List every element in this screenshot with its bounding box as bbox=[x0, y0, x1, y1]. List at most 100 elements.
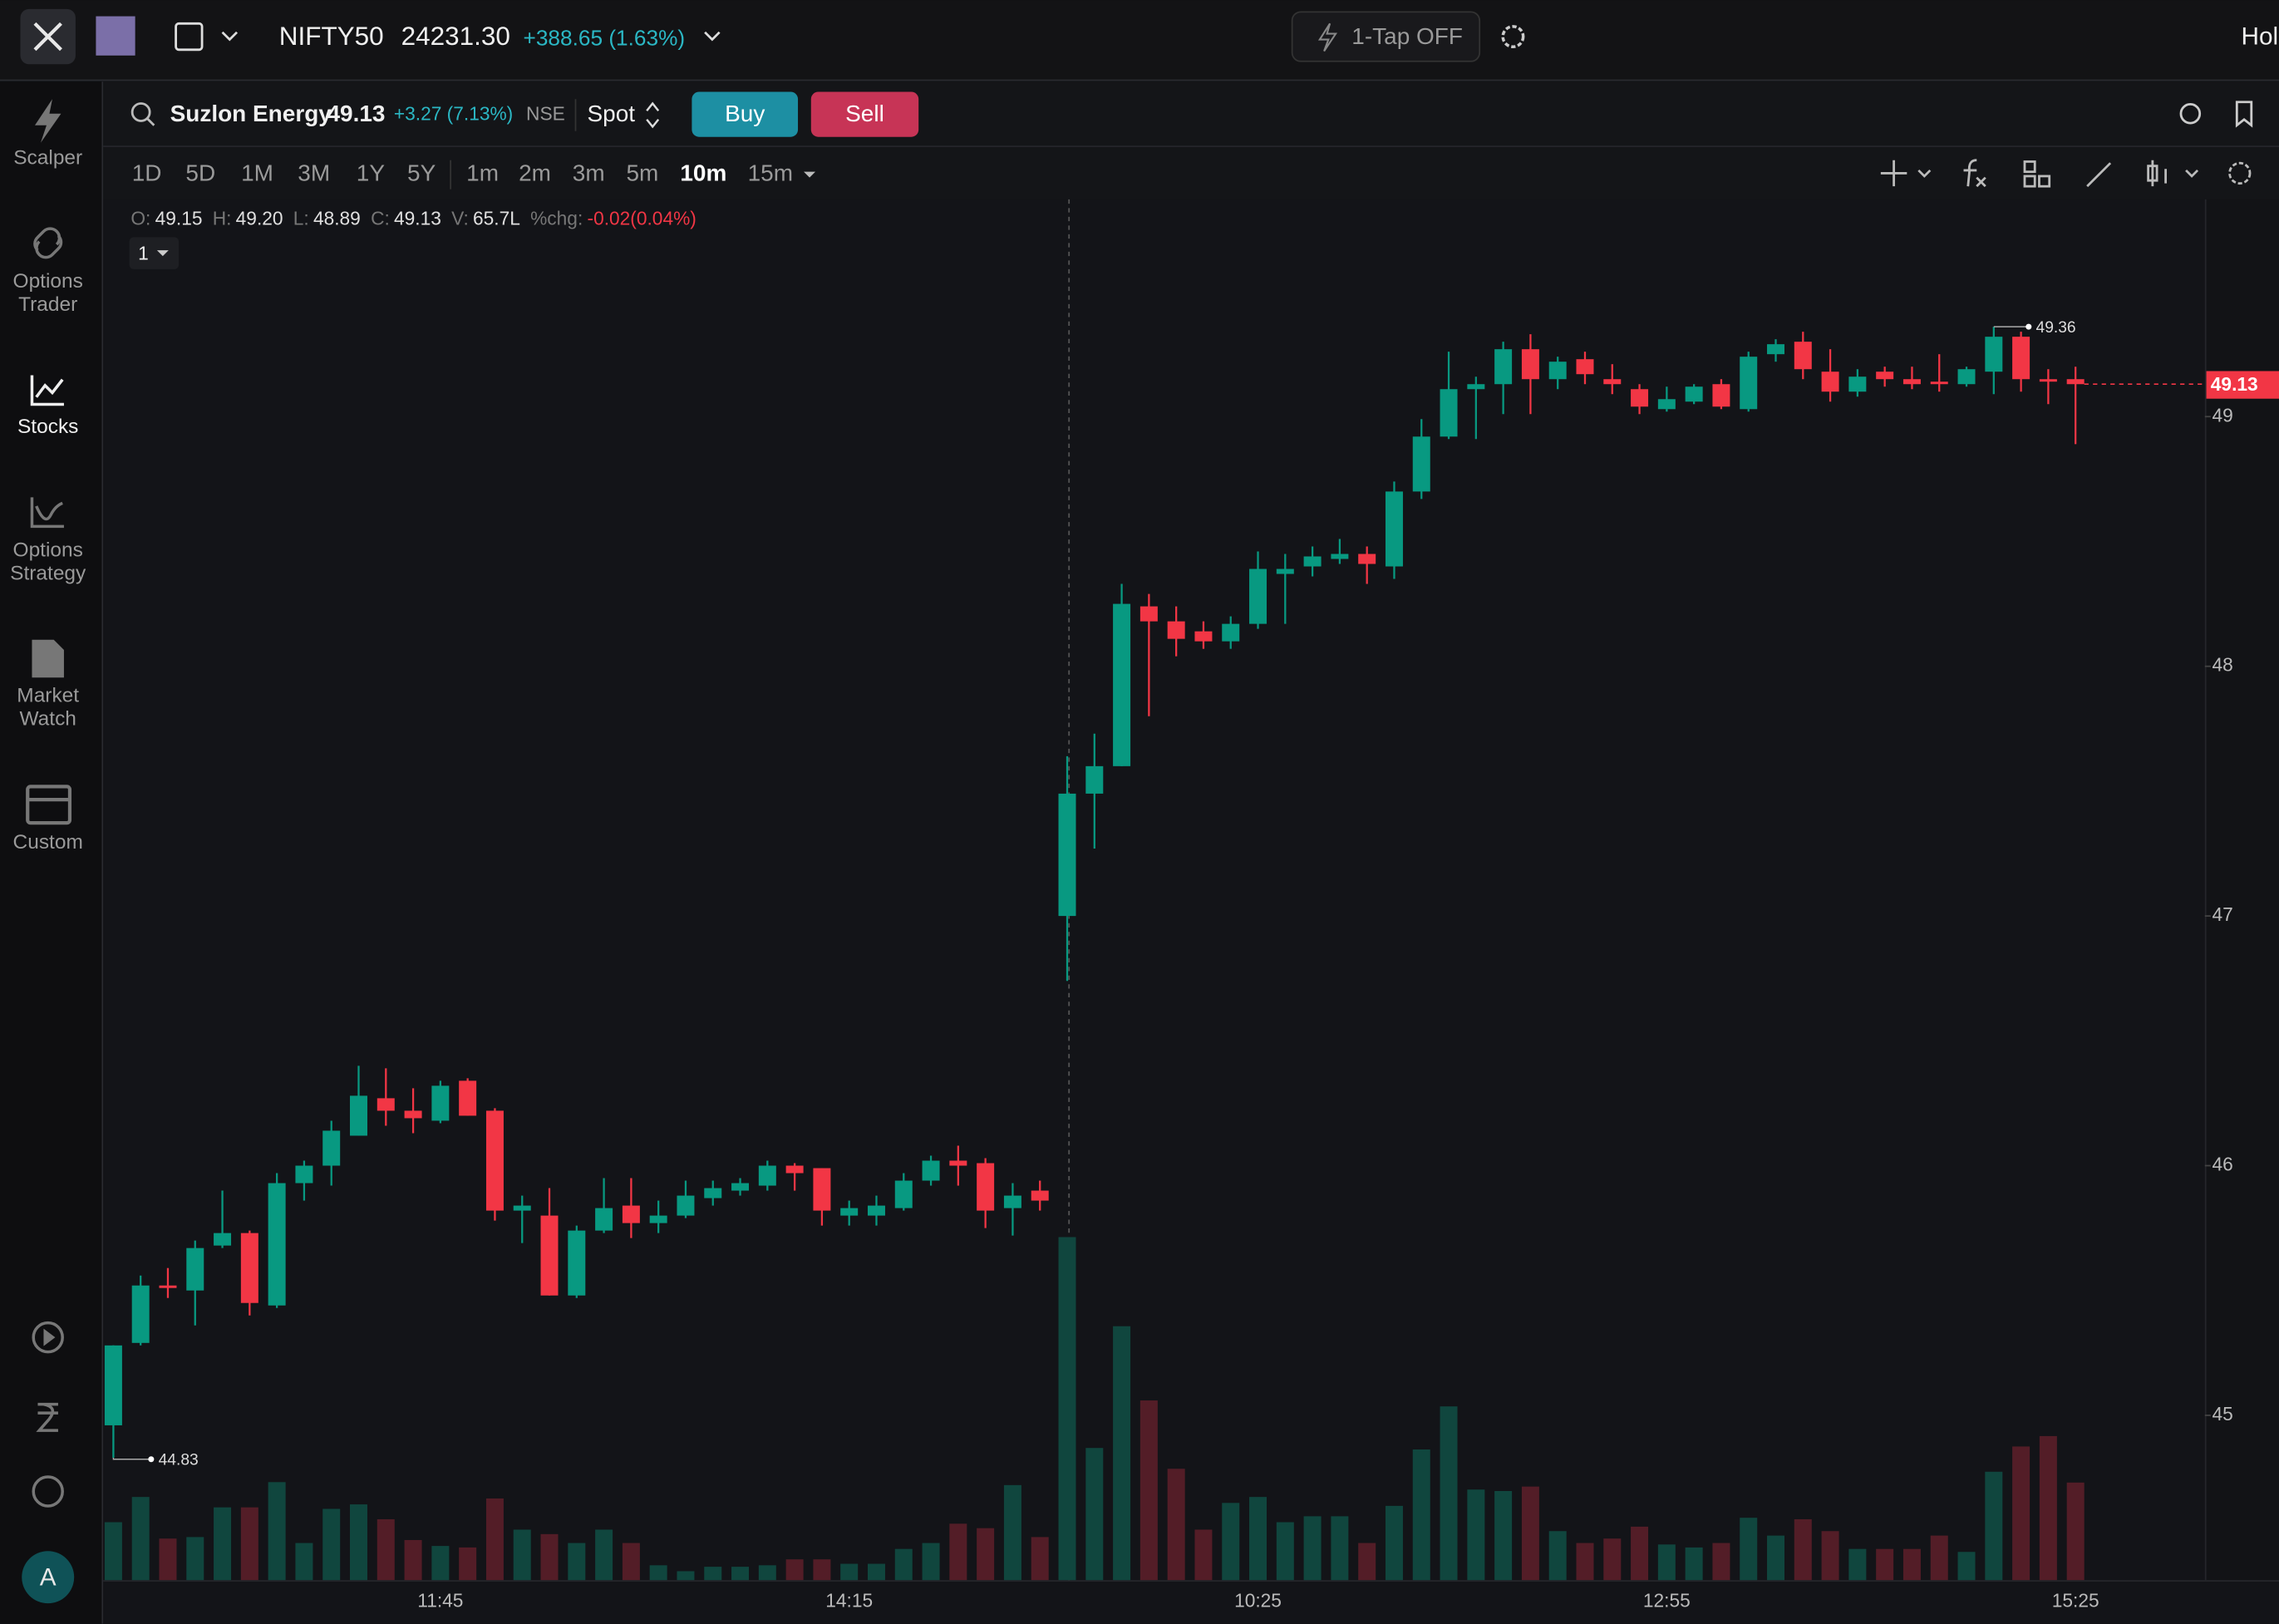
sidebar-label[interactable]: Watch bbox=[19, 707, 76, 730]
chart-type-tool[interactable] bbox=[2147, 160, 2167, 187]
candle-body bbox=[622, 1205, 640, 1223]
interval-button[interactable]: 3m bbox=[573, 160, 605, 186]
interval-button[interactable]: 2m bbox=[519, 160, 551, 186]
settings-icon[interactable] bbox=[1501, 25, 1525, 49]
candle-body bbox=[513, 1205, 531, 1211]
options-trader-icon bbox=[33, 227, 63, 259]
volume-bar bbox=[159, 1538, 177, 1581]
range-button[interactable]: 1M bbox=[241, 160, 273, 186]
range-button[interactable]: 5Y bbox=[407, 160, 436, 186]
top-bar bbox=[0, 0, 2279, 81]
mode-select[interactable]: Spot bbox=[587, 101, 635, 126]
candle-body bbox=[1548, 362, 1567, 380]
volume-bar bbox=[104, 1522, 122, 1581]
candle-body bbox=[1222, 623, 1240, 642]
volume-bar bbox=[1167, 1469, 1185, 1581]
volume-bar bbox=[922, 1543, 940, 1581]
sell-button[interactable] bbox=[810, 91, 919, 137]
interval-button[interactable]: 15m bbox=[748, 160, 793, 186]
candle-body bbox=[485, 1110, 504, 1211]
layout-tool[interactable] bbox=[2023, 160, 2036, 174]
crosshair-tool[interactable] bbox=[1880, 160, 1907, 187]
volume-bar bbox=[322, 1508, 341, 1581]
ohlc-legend: O: 49.15 H: 49.20 L: 48.89 C: 49.13 V: 65.7L %chg:… bbox=[130, 207, 696, 229]
volume-bar bbox=[949, 1523, 967, 1581]
interval-dropdown[interactable] bbox=[804, 171, 816, 178]
candle-body bbox=[2012, 337, 2030, 380]
candle-body bbox=[404, 1110, 422, 1119]
candle-body bbox=[540, 1215, 559, 1296]
candle-body bbox=[1058, 793, 1076, 917]
play-icon[interactable] bbox=[32, 1321, 64, 1354]
range-button[interactable]: 1D bbox=[132, 160, 162, 186]
volume-bar bbox=[1440, 1406, 1458, 1581]
volume-bar bbox=[1113, 1326, 1131, 1581]
avatar[interactable] bbox=[22, 1551, 75, 1604]
interval-button[interactable]: 1m bbox=[466, 160, 499, 186]
symbol-name[interactable]: Suzlon Energy bbox=[170, 101, 332, 126]
candle-body bbox=[1358, 554, 1376, 564]
symbol-bar bbox=[103, 81, 2279, 147]
drawing-tool[interactable] bbox=[2086, 162, 2112, 188]
candle-body bbox=[1794, 342, 1812, 370]
candle-body bbox=[240, 1233, 258, 1303]
low-dot bbox=[148, 1456, 155, 1463]
range-button[interactable]: 1Y bbox=[357, 160, 386, 186]
range-button[interactable]: 5D bbox=[185, 160, 215, 186]
pane-selector[interactable] bbox=[129, 237, 180, 269]
volume-bar bbox=[214, 1507, 232, 1581]
candle-body bbox=[295, 1165, 313, 1184]
symbol-change: +3.27 (7.13%) bbox=[394, 102, 513, 124]
sidebar-label[interactable]: Options bbox=[13, 539, 83, 562]
app-icon[interactable] bbox=[96, 16, 135, 56]
volume-bar bbox=[677, 1571, 695, 1581]
volume-bar bbox=[1276, 1522, 1294, 1581]
checkbox[interactable] bbox=[175, 22, 204, 52]
volume-bar bbox=[568, 1543, 586, 1581]
search-icon[interactable] bbox=[130, 102, 151, 122]
sidebar-label[interactable]: Custom bbox=[13, 831, 83, 854]
bookmark-icon[interactable] bbox=[2235, 101, 2253, 128]
volume-bar bbox=[1249, 1497, 1267, 1581]
volume-bar bbox=[131, 1497, 150, 1581]
avatar-letter: A bbox=[40, 1563, 57, 1591]
buy-button[interactable] bbox=[692, 91, 799, 137]
help-icon[interactable] bbox=[32, 1475, 64, 1508]
sidebar-label[interactable]: Stocks bbox=[17, 416, 78, 438]
volume-bar bbox=[1957, 1552, 1976, 1581]
volume-bar bbox=[1740, 1518, 1758, 1581]
volume-bar bbox=[1494, 1491, 1513, 1581]
sidebar-label[interactable]: Market bbox=[17, 684, 79, 706]
candle-body bbox=[350, 1095, 367, 1136]
chevron[interactable] bbox=[704, 31, 721, 42]
interval-button[interactable]: 5m bbox=[627, 160, 659, 186]
sidebar-label[interactable]: Options bbox=[13, 270, 83, 293]
candle-body bbox=[758, 1165, 776, 1186]
sidebar-label[interactable]: Scalper bbox=[13, 146, 82, 169]
volume-bar bbox=[1058, 1237, 1076, 1581]
alert-icon[interactable] bbox=[2179, 102, 2202, 125]
indicator-tool[interactable] bbox=[1963, 159, 1986, 188]
volume-bar bbox=[1331, 1516, 1349, 1581]
range-button[interactable]: 3M bbox=[298, 160, 330, 186]
candle-body bbox=[1957, 369, 1976, 385]
last-price-tag bbox=[2206, 371, 2279, 399]
chevron[interactable] bbox=[1917, 169, 1932, 178]
candle-body bbox=[1631, 389, 1649, 407]
rupee-icon[interactable] bbox=[36, 1402, 58, 1432]
sidebar-label[interactable]: Strategy bbox=[10, 563, 86, 585]
chevron[interactable] bbox=[2185, 169, 2199, 178]
candle-body bbox=[131, 1285, 150, 1343]
volume-bar bbox=[1848, 1548, 1867, 1581]
holdings-tab[interactable]: Hol bbox=[2242, 23, 2279, 51]
volume-bar bbox=[350, 1504, 367, 1581]
one-tap-button[interactable] bbox=[1291, 11, 1481, 62]
index-value: 24231.30 bbox=[401, 22, 510, 51]
chevron[interactable] bbox=[221, 31, 239, 42]
chart-settings[interactable] bbox=[2228, 161, 2252, 185]
last-price-label: 49.13 bbox=[2211, 373, 2258, 395]
high-label: 49.36 bbox=[2036, 319, 2076, 337]
interval-button[interactable]: 10m bbox=[680, 160, 726, 186]
sidebar-label[interactable]: Trader bbox=[18, 293, 77, 316]
